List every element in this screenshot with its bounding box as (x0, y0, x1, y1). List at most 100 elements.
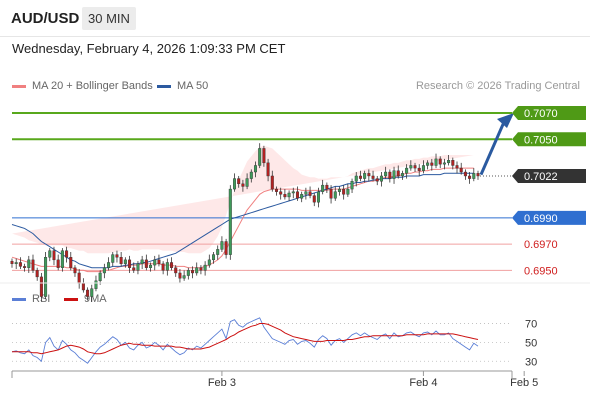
rsi-swatch (12, 297, 26, 301)
candle-body-57 (249, 171, 253, 179)
candle-body-20 (94, 280, 98, 289)
level-label-3: 0.6990 (524, 213, 558, 225)
candle-body-106 (455, 165, 459, 169)
rsi-ma-line (12, 323, 479, 355)
level-label-4: 0.6970 (524, 239, 558, 251)
candle-body-3 (23, 266, 27, 268)
candle-body-24 (111, 254, 115, 263)
rsi-panel: 70 50 30 (0, 282, 590, 368)
candle-body-72 (312, 195, 316, 203)
legend-ma50: MA 50 (157, 80, 208, 92)
candle-body-43 (191, 270, 195, 274)
candle-body-37 (165, 262, 169, 271)
candle-body-58 (253, 165, 257, 173)
candle-body-108 (463, 171, 467, 177)
price-levels-layer (12, 112, 512, 271)
candle-body-81 (350, 180, 354, 190)
level-badge-1 (512, 132, 586, 147)
candle-body-45 (199, 267, 203, 271)
candle-body-46 (203, 264, 207, 271)
candle-body-5 (31, 259, 35, 271)
candle-body-2 (18, 262, 22, 267)
candle-body-49 (216, 249, 220, 255)
level-badge-3 (512, 210, 586, 225)
projection-arrow-shaft (479, 121, 506, 176)
candle-body-48 (212, 254, 216, 261)
candle-body-12 (60, 250, 64, 268)
x-tick-label-0: Feb 3 (208, 377, 236, 389)
candle-body-42 (186, 270, 190, 276)
candle-body-41 (182, 275, 186, 279)
bollinger-band-area (12, 145, 474, 254)
candle-body-95 (409, 165, 413, 169)
candles-layer (10, 143, 480, 302)
candle-body-1 (14, 262, 18, 264)
candle-body-84 (363, 173, 367, 179)
bollinger-band-layer (12, 145, 474, 254)
candle-body-36 (161, 263, 165, 271)
candle-body-98 (421, 165, 425, 171)
candle-body-75 (325, 184, 329, 190)
candle-body-60 (262, 148, 266, 164)
candle-body-21 (98, 272, 102, 282)
candle-body-59 (258, 148, 262, 166)
legend-bollinger: MA 20 + Bollinger Bands (12, 80, 153, 92)
candle-body-38 (170, 262, 174, 268)
candle-body-102 (438, 158, 442, 165)
candle-body-19 (90, 288, 94, 297)
candle-body-88 (379, 175, 383, 182)
candle-body-32 (144, 259, 148, 268)
candle-body-31 (140, 259, 144, 264)
legend-rsi-ma-label: 9MA (84, 293, 107, 305)
candle-body-105 (451, 160, 455, 166)
header-bar: AUD/USD 30 MIN (0, 0, 590, 37)
candle-body-17 (81, 283, 85, 291)
candle-body-7 (39, 276, 43, 297)
candle-body-65 (283, 194, 287, 198)
candle-body-100 (430, 162, 434, 166)
candle-body-97 (417, 167, 421, 171)
candle-body-104 (447, 160, 451, 164)
rsi-tick-30: 30 (525, 356, 537, 368)
candle-body-18 (86, 289, 90, 297)
candle-body-4 (27, 259, 31, 268)
candle-body-28 (128, 259, 132, 268)
legend-bollinger-label: MA 20 + Bollinger Bands (32, 80, 153, 92)
candle-body-76 (329, 188, 333, 199)
symbol-title: AUD/USD (11, 10, 80, 27)
candle-body-47 (207, 259, 211, 266)
candle-body-39 (174, 267, 178, 274)
rsi-line (11, 317, 479, 364)
candle-body-109 (468, 175, 472, 179)
ma50-swatch (157, 84, 171, 88)
timeframe-button[interactable]: 30 MIN (82, 7, 136, 30)
candle-body-54 (237, 178, 241, 185)
candle-body-66 (287, 192, 291, 198)
candle-body-16 (77, 272, 81, 284)
candle-body-73 (316, 191, 320, 203)
candle-body-110 (472, 173, 476, 179)
candle-body-61 (266, 162, 270, 177)
ma50-line (11, 172, 474, 269)
candle-body-111 (476, 173, 480, 177)
candle-body-33 (149, 264, 153, 268)
legend-ma50-label: MA 50 (177, 80, 209, 92)
candle-body-6 (35, 270, 39, 278)
candle-body-52 (228, 188, 232, 255)
candle-body-92 (396, 170, 400, 177)
candle-body-94 (405, 167, 409, 174)
candle-body-74 (321, 184, 325, 192)
candle-body-70 (304, 191, 308, 195)
level-badge-2 (512, 168, 586, 183)
candle-body-63 (274, 188, 278, 192)
candle-body-29 (132, 267, 136, 271)
candle-body-34 (153, 259, 157, 266)
time-axis: Feb 3 Feb 4 Feb 5 (11, 370, 538, 389)
candle-body-90 (388, 171, 392, 179)
projection-arrow-layer (479, 113, 514, 176)
datetime-label: Wednesday, February 4, 2026 1:09:33 PM C… (12, 41, 286, 56)
candle-body-85 (367, 173, 371, 177)
candle-body-55 (241, 183, 245, 187)
candle-body-10 (52, 250, 56, 261)
